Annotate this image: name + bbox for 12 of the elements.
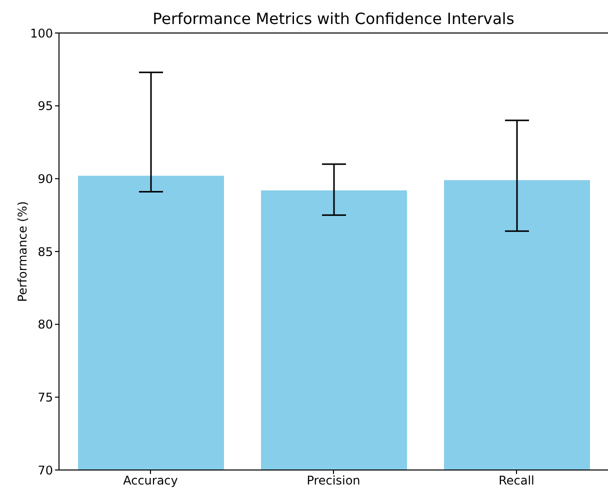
chart-title: Performance Metrics with Confidence Intervals: [152, 10, 516, 28]
x-tick-label: Accuracy: [123, 474, 178, 488]
y-tick-label: 75: [38, 390, 53, 404]
y-tick-label: 95: [38, 99, 53, 114]
y-tick-label: 85: [38, 244, 53, 259]
y-tick-label: 100: [30, 26, 53, 40]
x-tick-label: Recall: [498, 474, 534, 488]
y-tick-label: 90: [38, 172, 53, 186]
x-tick-label: Precision: [306, 474, 360, 488]
y-axis-title: Performance (%): [15, 201, 30, 302]
y-tick-label: 80: [38, 318, 53, 332]
y-tick-label: 70: [38, 463, 53, 478]
